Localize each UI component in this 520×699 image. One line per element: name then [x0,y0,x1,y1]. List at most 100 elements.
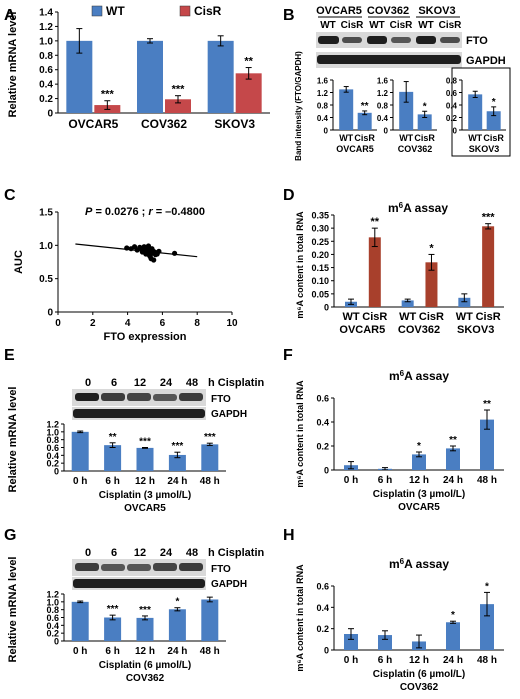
chart-f-sig: ** [483,399,491,410]
chart-f-y-tick-label: 0.2 [316,442,329,452]
chart-f-x-tick-label: 48 h [477,475,497,486]
blot-band [101,564,125,571]
chart-d-y-tick-label: 0.25 [311,237,329,247]
chart-c-y-tick-label: 0 [47,308,53,319]
chart-g-y-tick-label: 0.4 [46,621,59,631]
chart-b-y-tick-label: 0 [453,127,458,136]
blot-band [391,37,411,43]
chart-b-x-tick-label: CisR [414,133,435,143]
chart-d-bar [368,237,381,307]
chart-d-group-label: COV362 [398,324,440,336]
chart-e-x-sublabel: OVCAR5 [124,503,166,514]
chart-d-y-tick-label: 0.35 [311,211,329,221]
blot-b-lane: WT [418,20,434,31]
blot-band [179,563,203,571]
chart-e-y-tick-label: 0.2 [46,459,59,469]
chart-d-y-tick-label: 0.15 [311,263,329,273]
chart-g-bar [168,609,186,641]
chart-f-x-tick-label: 12 h [409,475,429,486]
chart-b-y-tick-label: 0.4 [377,114,389,123]
chart-c-point [147,254,153,260]
chart-h-sig: * [485,581,489,592]
blot-band [73,579,205,588]
chart-h-y-tick-label: 0.6 [316,582,329,592]
chart-b-bar [339,89,354,130]
chart-a-x-tick-label: OVCAR5 [68,117,118,131]
chart-b-y-tick-label: 1.2 [377,89,389,98]
chart-f-title: m6A assay [389,369,449,384]
chart-h-x-label: Cisplatin (6 µmol/L) [373,669,465,680]
chart-f-x-tick-label: 24 h [443,475,463,486]
chart-b-x-tick-label: CisR [483,133,504,143]
blot-b-cell-line: SKOV3 [418,5,455,17]
chart-f-sig: ** [449,435,457,446]
chart-e-x-tick-label: 6 h [105,476,119,487]
chart-e-y-tick-label: 0.8 [46,435,59,445]
blot-e-time: 12 [134,377,146,389]
chart-d-sig: *** [482,212,496,224]
blot-band [367,36,387,44]
chart-d-x-tick-label: WT [342,311,359,323]
blot-e-time: 24 [160,377,173,389]
chart-c-y-tick-label: 1.0 [39,241,53,252]
chart-c-y-tick-label: 1.5 [39,208,53,219]
blot-b-row-gapdh: GAPDH [466,55,506,67]
chart-a-bar [165,99,191,113]
chart-h-x-tick-label: 12 h [409,655,429,666]
chart-e-y-label: Relative mRNA level [7,387,19,493]
panel-label-c: C [4,187,16,204]
blot-band [101,393,125,401]
blot-e-row-gapdh: GAPDH [211,409,247,420]
chart-b-y-tick-label: 1.6 [317,77,329,86]
blot-b: OVCAR5 COV362 SKOV3 WT CisR WT CisR WT C… [316,5,506,68]
chart-f-bar [412,454,426,470]
chart-c-point [151,257,157,263]
chart-f-x-sublabel: OVCAR5 [398,502,440,513]
chart-g-x-tick-label: 12 h [135,646,155,657]
chart-e-x-tick-label: 48 h [200,476,220,487]
chart-g-x-label: Cisplatin (6 µmol/L) [99,660,191,671]
chart-g-bar [104,617,122,641]
blot-b-lane: WT [320,20,336,31]
chart-b-y-tick-label: 0.2 [446,114,458,123]
blot-band [342,37,362,43]
blot-g: 0 6 12 24 48 h Cisplatin FTO GAPDH [72,547,265,590]
chart-h-x-tick-label: 48 h [477,655,497,666]
chart-d-sig: * [429,242,434,254]
chart-b-y-tick-label: 0.4 [446,102,458,111]
chart-g-y-tick-label: 0.6 [46,613,59,623]
chart-e-bar [136,447,154,471]
chart-d-x-tick-label: WT [399,311,416,323]
chart-h-bar [446,622,460,650]
blot-b-lane: CisR [439,20,463,31]
chart-h-x-tick-label: 24 h [443,655,463,666]
chart-f-sig: * [417,441,421,452]
chart-e-x-tick-label: 12 h [135,476,155,487]
chart-b-sig: ** [361,101,369,112]
chart-c-x-tick-label: 10 [226,318,238,329]
panel-label-b: B [283,7,295,24]
blot-g-time: 6 [111,547,117,559]
chart-h-x-tick-label: 0 h [344,655,358,666]
chart-a-legend-swatch [91,5,103,17]
chart-c-point [156,248,162,254]
blot-band [153,394,177,401]
chart-a-y-tick-label: 1.0 [39,36,53,47]
chart-c-x-tick-label: 6 [160,318,166,329]
blot-b-lane: WT [369,20,385,31]
blot-band [416,36,436,44]
chart-c-y-tick-label: 0.5 [39,274,53,285]
chart-h-title: m6A assay [389,557,449,572]
chart-e-x-tick-label: 0 h [73,476,87,487]
chart-b-y-tick-label: 0.4 [317,114,329,123]
chart-g-sig: * [175,597,179,608]
chart-e-x-label: Cisplatin (3 µmol/L) [99,490,191,501]
chart-f-x-tick-label: 0 h [344,475,358,486]
blot-b-row-fto: FTO [466,35,488,47]
chart-a-y-tick-label: 0 [47,109,53,120]
chart-b-y-tick-label: 0.6 [446,89,458,98]
chart-a-y-tick-label: 1.4 [39,8,53,19]
chart-b-y-tick-label: 0.8 [446,77,458,86]
chart-b-x-tick-label: WT [339,133,353,143]
chart-g-bar [136,617,154,641]
